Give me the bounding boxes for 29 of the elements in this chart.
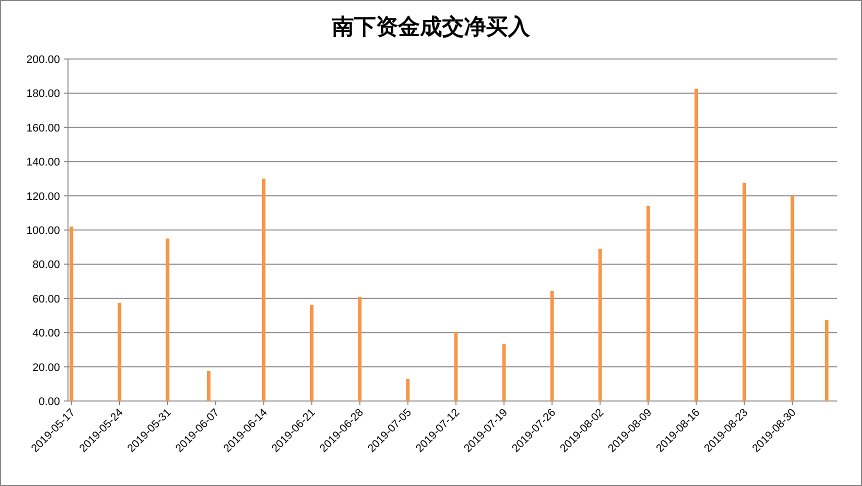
- bar: [502, 344, 506, 401]
- y-tick-label: 60.00: [32, 293, 60, 306]
- bar: [550, 290, 554, 401]
- bar: [118, 302, 122, 401]
- y-tick-label: 80.00: [32, 259, 60, 272]
- bar: [790, 196, 794, 401]
- chart-title: 南下资金成交净买入: [331, 14, 531, 39]
- y-tick-label: 200.00: [26, 54, 60, 66]
- bar: [166, 238, 170, 401]
- bar: [742, 182, 746, 401]
- bar: [207, 370, 211, 401]
- bar: [262, 178, 266, 401]
- bar: [358, 296, 362, 401]
- bar: [454, 332, 458, 401]
- y-tick-label: 0.00: [38, 396, 60, 408]
- bar: [406, 378, 410, 401]
- bar: [646, 206, 650, 401]
- y-tick-label: 120.00: [26, 190, 60, 203]
- y-tick-label: 40.00: [32, 328, 60, 340]
- bar: [824, 320, 828, 401]
- y-tick-label: 20.00: [32, 362, 60, 374]
- y-tick-label: 180.00: [26, 88, 60, 100]
- bar: [694, 88, 698, 401]
- bar: [310, 304, 314, 401]
- y-tick-label: 140.00: [26, 156, 60, 169]
- bar: [70, 226, 74, 401]
- y-tick-label: 100.00: [26, 225, 60, 237]
- bar: [598, 248, 602, 401]
- y-tick-label: 160.00: [26, 122, 60, 134]
